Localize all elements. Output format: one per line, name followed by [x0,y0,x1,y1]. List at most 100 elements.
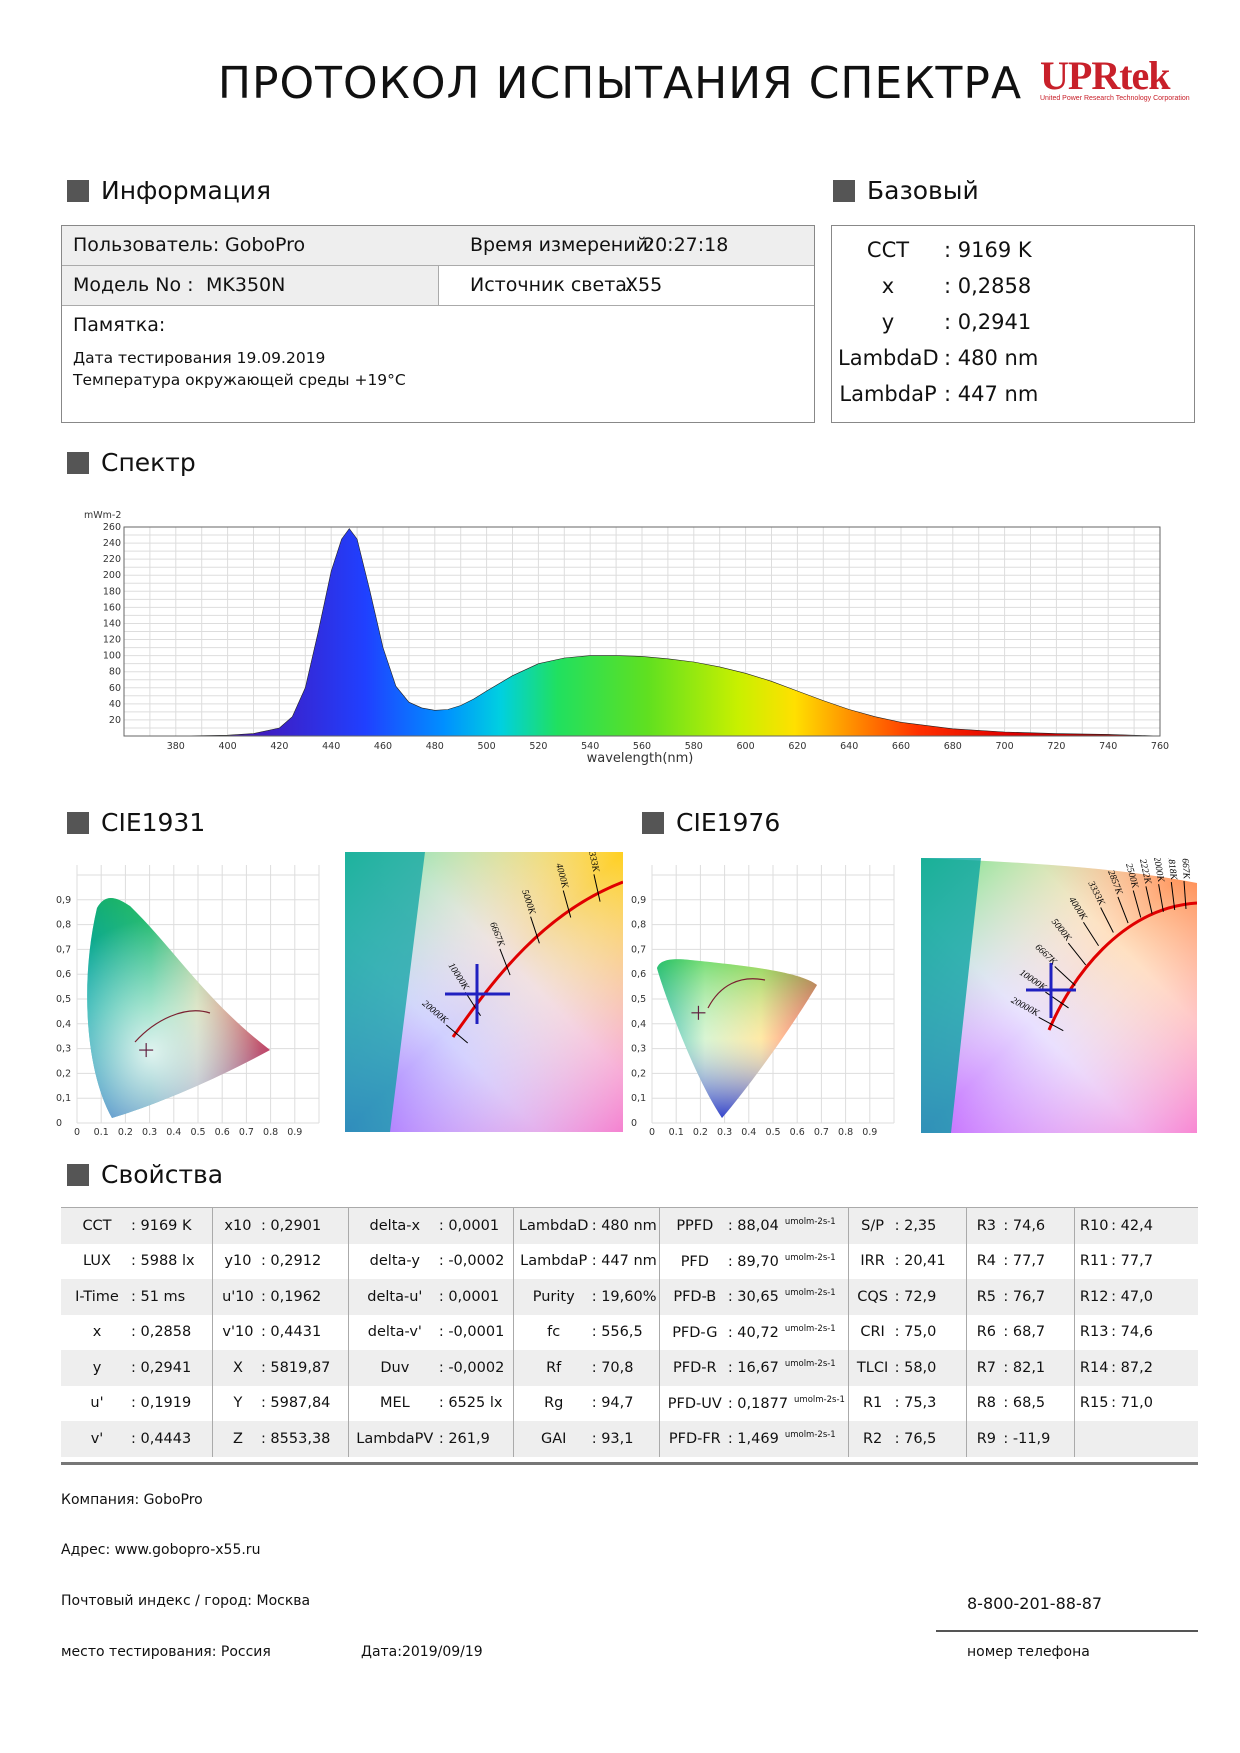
property-value: : 42,4 [1111,1217,1153,1234]
property-key: x10 [224,1217,252,1234]
y-tick-label: 0,2 [56,1068,71,1079]
property-value: : 5987,84 [260,1395,331,1412]
x-tick-label: 0,6 [790,1127,805,1135]
y-tick-label: 120 [103,635,121,646]
logo-subtitle: United Power Research Technology Corpora… [1040,95,1190,102]
property-key: R12 [1079,1288,1109,1305]
y-tick-label: 0 [631,1118,637,1129]
property-cell: R4: 77,7 [966,1243,1076,1279]
x-tick-label: 0,5 [765,1127,780,1135]
property-key: Z [232,1430,243,1447]
cie1976-zoom-locus-edge [921,858,981,1133]
footer-city: Почтовый индекс / город: Москва [61,1593,310,1609]
property-cell: Rf: 70,8 [513,1350,660,1386]
y-tick-label: 0,6 [631,969,646,980]
property-key: R8 [976,1395,997,1412]
info-heading-label: Информация [101,176,272,205]
property-key: Y [233,1395,243,1412]
x-tick-label: 580 [685,741,703,752]
y-tick-label: 0,7 [631,944,646,955]
property-key: PFD-FR [668,1431,721,1448]
property-key: R15 [1079,1395,1109,1412]
property-cell: R6: 68,7 [966,1314,1076,1350]
property-value: : 87,2 [1111,1359,1153,1376]
property-cell: TLCI: 58,0 [848,1350,968,1386]
property-key: delta-u' [367,1288,423,1305]
property-key: Purity [532,1288,575,1305]
basic-key: x [881,274,895,298]
cct-label: 2000K [1151,858,1165,883]
property-unit: umolm-2s-1 [784,1323,836,1334]
property-key: y [92,1359,102,1376]
address-value: www.gobopro-x55.ru [114,1542,261,1558]
section-square-icon [67,811,89,834]
basic-key: LambdaD [838,346,939,370]
x-tick-label: 520 [529,741,547,752]
property-unit: umolm-2s-1 [784,1359,836,1370]
property-cell: fc: 556,5 [513,1314,660,1350]
property-value: : 0,4443 [131,1430,192,1447]
x-tick-label: 600 [737,741,755,752]
property-cell: R15: 71,0 [1075,1386,1198,1422]
property-key: R10 [1079,1217,1109,1234]
property-cell: CQS: 72,9 [848,1279,968,1315]
property-value: : 74,6 [1111,1324,1153,1341]
property-unit: umolm-2s-1 [784,1252,836,1263]
property-key: Rf [546,1359,562,1376]
y-tick-label: 0,4 [56,1019,71,1030]
properties-heading-label: Свойства [101,1160,224,1189]
y-tick-label: 100 [103,651,121,662]
property-value: : 76,5 [894,1430,937,1447]
phone-label: номер телефона [967,1644,1090,1660]
property-cell: Z : 8553,38 [212,1421,349,1457]
x-tick-label: 0,1 [669,1127,684,1135]
property-key: GAI [540,1430,567,1447]
properties-section-heading: Свойства [67,1160,223,1189]
footer-address: Адрес: www.gobopro-x55.ru [61,1542,260,1558]
basic-key: y [881,310,895,334]
memo-label: Памятка: [73,314,166,336]
x-tick-label: 620 [788,741,806,752]
y-tick-label: 60 [109,683,121,694]
y-tick-label: 0,3 [56,1044,71,1055]
cie1931-section-heading: CIE1931 [67,808,205,837]
property-key: LambdaD [518,1217,589,1234]
property-value: : 93,1 [591,1430,634,1447]
property-value: : 0,4431 [260,1324,322,1341]
x-tick-label: 0,9 [862,1127,877,1135]
property-value: : 0,1962 [260,1288,322,1305]
property-cell: y10: 0,2912 [212,1243,349,1279]
info-row-user: Пользователь: GoboPro Время измерений: 2… [62,226,814,266]
y-tick-label: 0,7 [56,944,71,955]
spectrum-ticks: 380 400 420 440 460 480 500 520 540 560 580 600 620 6… [103,522,1169,752]
property-cell: R5: 76,7 [966,1279,1076,1315]
property-cell: u'10: 0,1962 [212,1279,349,1315]
property-cell: Purity: 19,60% [513,1279,660,1315]
property-value: : 1,469 [727,1431,779,1448]
x-tick-label: 720 [1047,741,1065,752]
cie1976-zoom-marker [1026,963,1076,1018]
property-unit: umolm-2s-1 [784,1288,836,1299]
property-cell: Rg: 94,7 [513,1385,660,1421]
property-cell [1074,1421,1198,1457]
property-value: : 9169 K [131,1217,192,1234]
property-key: fc [547,1324,561,1341]
property-value: : 8553,38 [260,1430,331,1447]
company-label: Компания: [61,1492,140,1508]
y-tick-label: 0,1 [56,1093,71,1104]
property-cell: CRI: 75,0 [848,1314,968,1350]
property-key: X [232,1359,243,1376]
logo-text: UPRtek [1040,53,1171,98]
source-value: X55 [625,274,663,296]
property-value: : 0,2941 [131,1359,192,1376]
property-cell: R11: 77,7 [1075,1244,1198,1280]
section-square-icon [642,811,664,834]
properties-row: x: 0,2858 v'10: 0,4431 delta-v': -0,0001 fc… [61,1314,1198,1350]
property-cell: CCT: 9169 K [61,1208,213,1244]
property-cell: u': 0,1919 [61,1385,213,1421]
y-tick-label: 0,2 [631,1068,646,1079]
y-tick-label: 0,9 [56,895,71,906]
property-cell: X: 5819,87 [212,1350,349,1386]
